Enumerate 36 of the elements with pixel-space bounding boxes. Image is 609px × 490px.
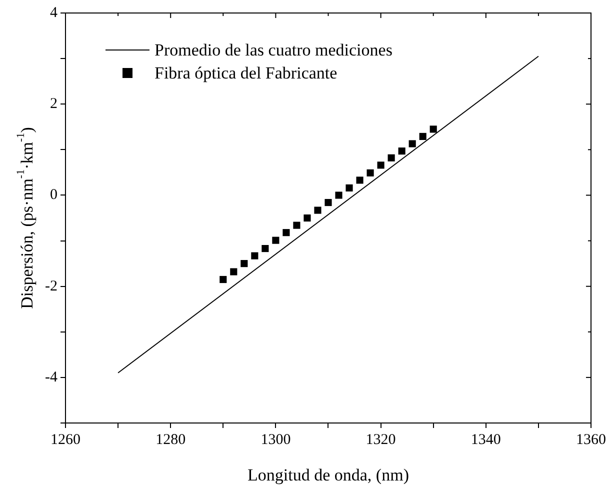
point	[230, 268, 238, 276]
point	[346, 184, 353, 192]
point	[366, 169, 374, 176]
point	[356, 176, 364, 184]
x-tick-label: 1320	[366, 432, 396, 448]
x-axis-title: Longitud de onda, (nm)	[248, 465, 409, 484]
point	[262, 244, 269, 252]
x-tick-label: 1360	[576, 432, 606, 448]
point	[388, 154, 395, 162]
legend-label: Fibra óptica del Fabricante	[154, 63, 338, 82]
x-tick-label: 1300	[260, 432, 291, 448]
point	[419, 132, 426, 140]
point	[282, 229, 290, 236]
point	[293, 222, 300, 229]
y-tick-label: 2	[50, 96, 58, 112]
point	[408, 140, 416, 148]
y-tick-label: 0	[50, 187, 58, 204]
y-axis-title: Dispersión, (ps·nm-1·km-1)	[15, 127, 36, 309]
x-tick-label: 1340	[470, 432, 501, 448]
y-tick-label: 4	[50, 4, 58, 21]
point	[272, 236, 280, 244]
x-tick-label: 1280	[156, 432, 186, 448]
y-tick-label: -2	[44, 278, 58, 294]
point	[335, 192, 342, 199]
point	[314, 206, 322, 214]
point	[377, 162, 384, 169]
point	[430, 126, 437, 133]
point	[240, 260, 248, 268]
legend-label: Promedio de las cuatro mediciones	[154, 40, 392, 60]
point	[251, 252, 258, 260]
y-tick-label: -4	[44, 369, 58, 386]
point	[398, 148, 406, 155]
point	[304, 214, 311, 222]
point	[324, 198, 332, 206]
point	[220, 276, 227, 284]
x-tick-label: 1260	[50, 432, 80, 448]
